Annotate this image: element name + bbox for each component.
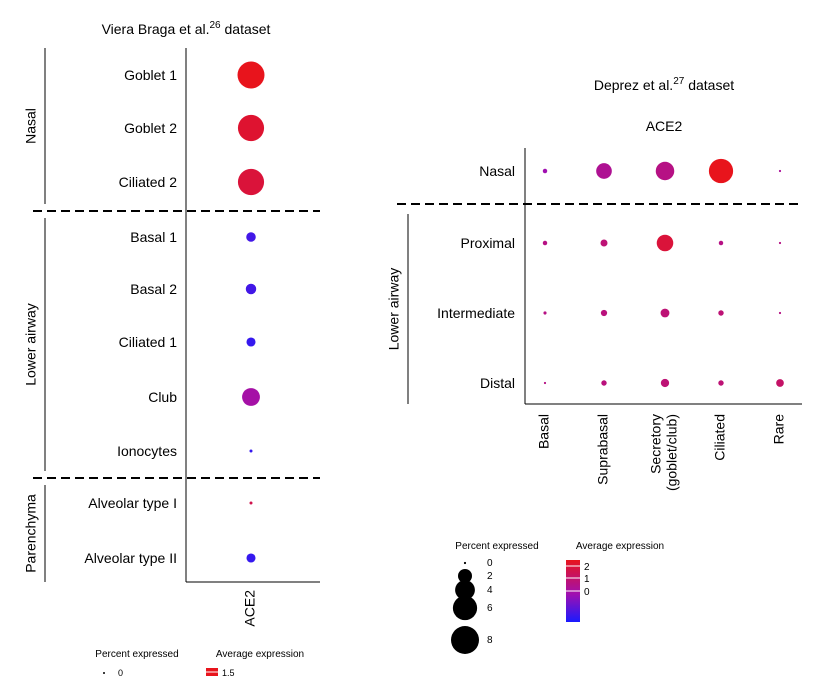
legend-color-label: 2 (584, 562, 590, 573)
legend-size-dot (103, 672, 105, 674)
legend-color-label: 1 (584, 574, 590, 585)
dot-distal-suprabasal (601, 380, 607, 386)
deprez-panel: Deprez et al.27 dataset ACE2 Lower airway N… (386, 76, 802, 654)
legend-size-dot (455, 580, 475, 600)
legend-color-title: Average expression (216, 649, 304, 660)
legend-size-dot (463, 561, 467, 565)
legend-color-label: 1.5 (222, 668, 235, 676)
title-text: Viera Braga et al. (102, 21, 210, 37)
title-suffix: dataset (221, 21, 271, 37)
dot-basal-2 (245, 283, 257, 295)
dot-proximal-secretory-goblet-club (656, 234, 674, 252)
group-label-lower-airway: Lower airway (23, 303, 39, 385)
dot-goblet-2 (237, 114, 265, 142)
dot-goblet-1 (237, 61, 265, 89)
dot-distal-basal (543, 381, 547, 385)
viera-braga-panel: Viera Braga et al.26 dataset Nasal Lower a… (23, 20, 320, 676)
row-label-proximal: Proximal (461, 235, 515, 251)
legend-size-label: 4 (487, 585, 493, 596)
legend-color-label: 0 (584, 587, 590, 598)
dot-intermediate-ciliated (718, 310, 724, 316)
row-label-goblet-1: Goblet 1 (124, 67, 177, 83)
legend-size-dot (452, 595, 478, 621)
dot-basal-1 (246, 232, 256, 242)
dot-alveolar-type-ii (246, 553, 256, 563)
legend-size-label: 0 (487, 558, 493, 569)
x-tick-label-rare: Rare (771, 414, 787, 445)
row-label-ciliated-1: Ciliated 1 (119, 334, 178, 350)
x-tick-text: Ciliated (712, 414, 728, 461)
legend-size-label: 0 (118, 668, 123, 676)
legend-size-label: 2 (487, 571, 493, 582)
row-label-basal-2: Basal 2 (130, 281, 177, 297)
dot-proximal-rare (778, 241, 782, 245)
dot-proximal-suprabasal (600, 239, 608, 247)
dot-ionocytes (249, 449, 253, 453)
dot-nasal-suprabasal (596, 163, 612, 179)
x-tick-text: Basal (536, 414, 552, 449)
group-label-parenchyma: Parenchyma (23, 494, 39, 573)
dot-intermediate-basal (543, 311, 547, 315)
x-tick-text: Secretory (648, 414, 664, 474)
row-label-ionocytes: Ionocytes (117, 443, 177, 459)
title-text: Deprez et al. (594, 77, 673, 93)
dot-intermediate-suprabasal (600, 309, 608, 317)
row-label-alveolar-type-ii: Alveolar type II (84, 550, 177, 566)
group-label-lower-airway: Lower airway (386, 268, 402, 350)
title-suffix: dataset (684, 77, 734, 93)
dot-proximal-ciliated (718, 240, 724, 246)
row-label-nasal: Nasal (479, 163, 515, 179)
row-label-ciliated-2: Ciliated 2 (119, 174, 178, 190)
dot-nasal-basal (542, 168, 548, 174)
x-tick-label-ciliated: Ciliated (712, 414, 728, 461)
dot-intermediate-secretory-goblet-club (660, 308, 670, 318)
legend-color-title: Average expression (576, 541, 664, 552)
chart-subtitle: ACE2 (646, 118, 683, 134)
dot-distal-ciliated (718, 380, 724, 386)
legend-size-label: 6 (487, 603, 493, 614)
dot-distal-secretory-goblet-club (660, 378, 670, 388)
dot-ciliated-2 (237, 168, 265, 196)
dot-distal-rare (776, 379, 784, 387)
x-tick-label-suprabasal: Suprabasal (595, 414, 611, 485)
legend-size-title: Percent expressed (95, 649, 178, 660)
legend-size-label: 8 (487, 635, 493, 646)
x-tick-label-secretory-goblet-club: Secretory (goblet/club) (648, 414, 680, 491)
row-label-distal: Distal (480, 375, 515, 391)
row-label-basal-1: Basal 1 (130, 229, 177, 245)
x-tick-text: (goblet/club) (664, 414, 680, 491)
dot-nasal-secretory-goblet-club (655, 161, 675, 181)
x-tick-label-ace2: ACE2 (242, 590, 258, 627)
dot-alveolar-type-i (249, 501, 253, 505)
legend-size-dot (451, 626, 479, 654)
chart-title: Viera Braga et al.26 dataset (102, 20, 271, 37)
x-tick-text: Suprabasal (595, 414, 611, 485)
legend-size-title: Percent expressed (455, 541, 538, 552)
group-label-nasal: Nasal (23, 108, 39, 144)
dot-nasal-rare (778, 169, 782, 173)
dot-intermediate-rare (778, 311, 782, 315)
row-label-alveolar-type-i: Alveolar type I (88, 495, 177, 511)
chart-title: Deprez et al.27 dataset (594, 76, 734, 93)
title-ref: 27 (673, 76, 685, 87)
row-label-intermediate: Intermediate (437, 305, 515, 321)
dot-ciliated-1 (246, 337, 256, 347)
x-tick-label-basal: Basal (536, 414, 552, 449)
dot-nasal-ciliated (708, 158, 734, 184)
dot-proximal-basal (542, 240, 548, 246)
dot-club (242, 388, 260, 406)
legend-size-dot (458, 569, 472, 583)
row-label-goblet-2: Goblet 2 (124, 120, 177, 136)
title-ref: 26 (209, 20, 221, 31)
x-tick-text: Rare (771, 414, 787, 445)
row-label-club: Club (148, 389, 177, 405)
